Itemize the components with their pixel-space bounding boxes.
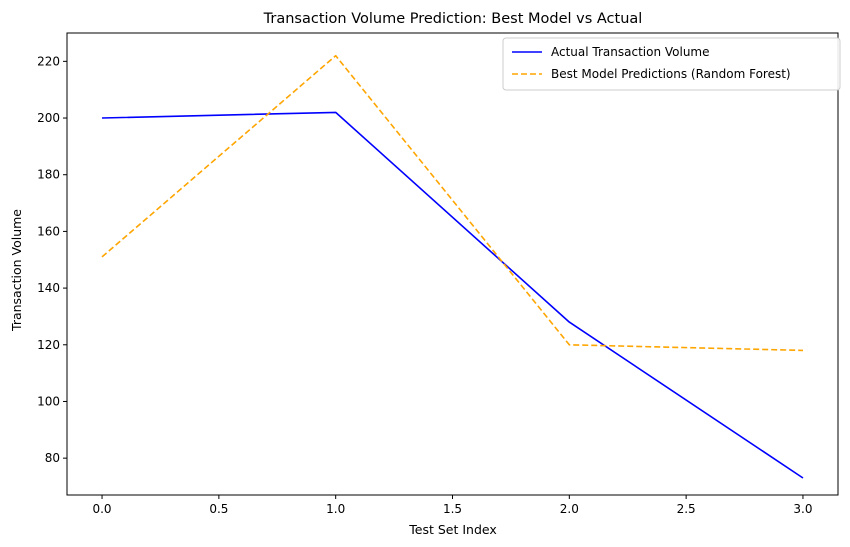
y-tick-label: 160 <box>37 224 60 238</box>
y-axis-ticks: 80 100 120 140 160 180 200 220 <box>37 54 67 465</box>
chart-title: Transaction Volume Prediction: Best Mode… <box>263 11 643 27</box>
legend-frame <box>502 37 841 91</box>
series-layer <box>101 54 804 479</box>
series-line-actual <box>101 111 804 479</box>
x-axis-ticks: 0.0 0.5 1.0 1.5 2.0 2.5 3.0 <box>92 495 813 516</box>
plot-area <box>66 32 839 496</box>
legend-label-predictions: Best Model Predictions (Random Forest) <box>551 67 791 81</box>
series-line-predictions <box>101 54 804 352</box>
y-tick-label: 80 <box>45 451 60 465</box>
x-tick-label: 2.0 <box>560 502 579 516</box>
y-tick-label: 180 <box>37 168 60 182</box>
x-axis-label: Test Set Index <box>408 522 497 537</box>
x-tick-label: 0.5 <box>209 502 228 516</box>
x-tick-label: 3.0 <box>793 502 812 516</box>
y-tick-label: 140 <box>37 281 60 295</box>
y-tick-label: 200 <box>37 111 60 125</box>
legend-label-actual: Actual Transaction Volume <box>551 45 710 59</box>
legend: Actual Transaction Volume Best Model Pre… <box>502 37 841 91</box>
x-tick-label: 1.0 <box>326 502 345 516</box>
y-tick-label: 100 <box>37 394 60 408</box>
x-tick-label: 0.0 <box>92 502 111 516</box>
x-tick-label: 1.5 <box>443 502 462 516</box>
y-tick-label: 120 <box>37 338 60 352</box>
y-tick-label: 220 <box>37 54 60 68</box>
x-tick-label: 2.5 <box>677 502 696 516</box>
y-axis-label: Transaction Volume <box>9 209 24 332</box>
